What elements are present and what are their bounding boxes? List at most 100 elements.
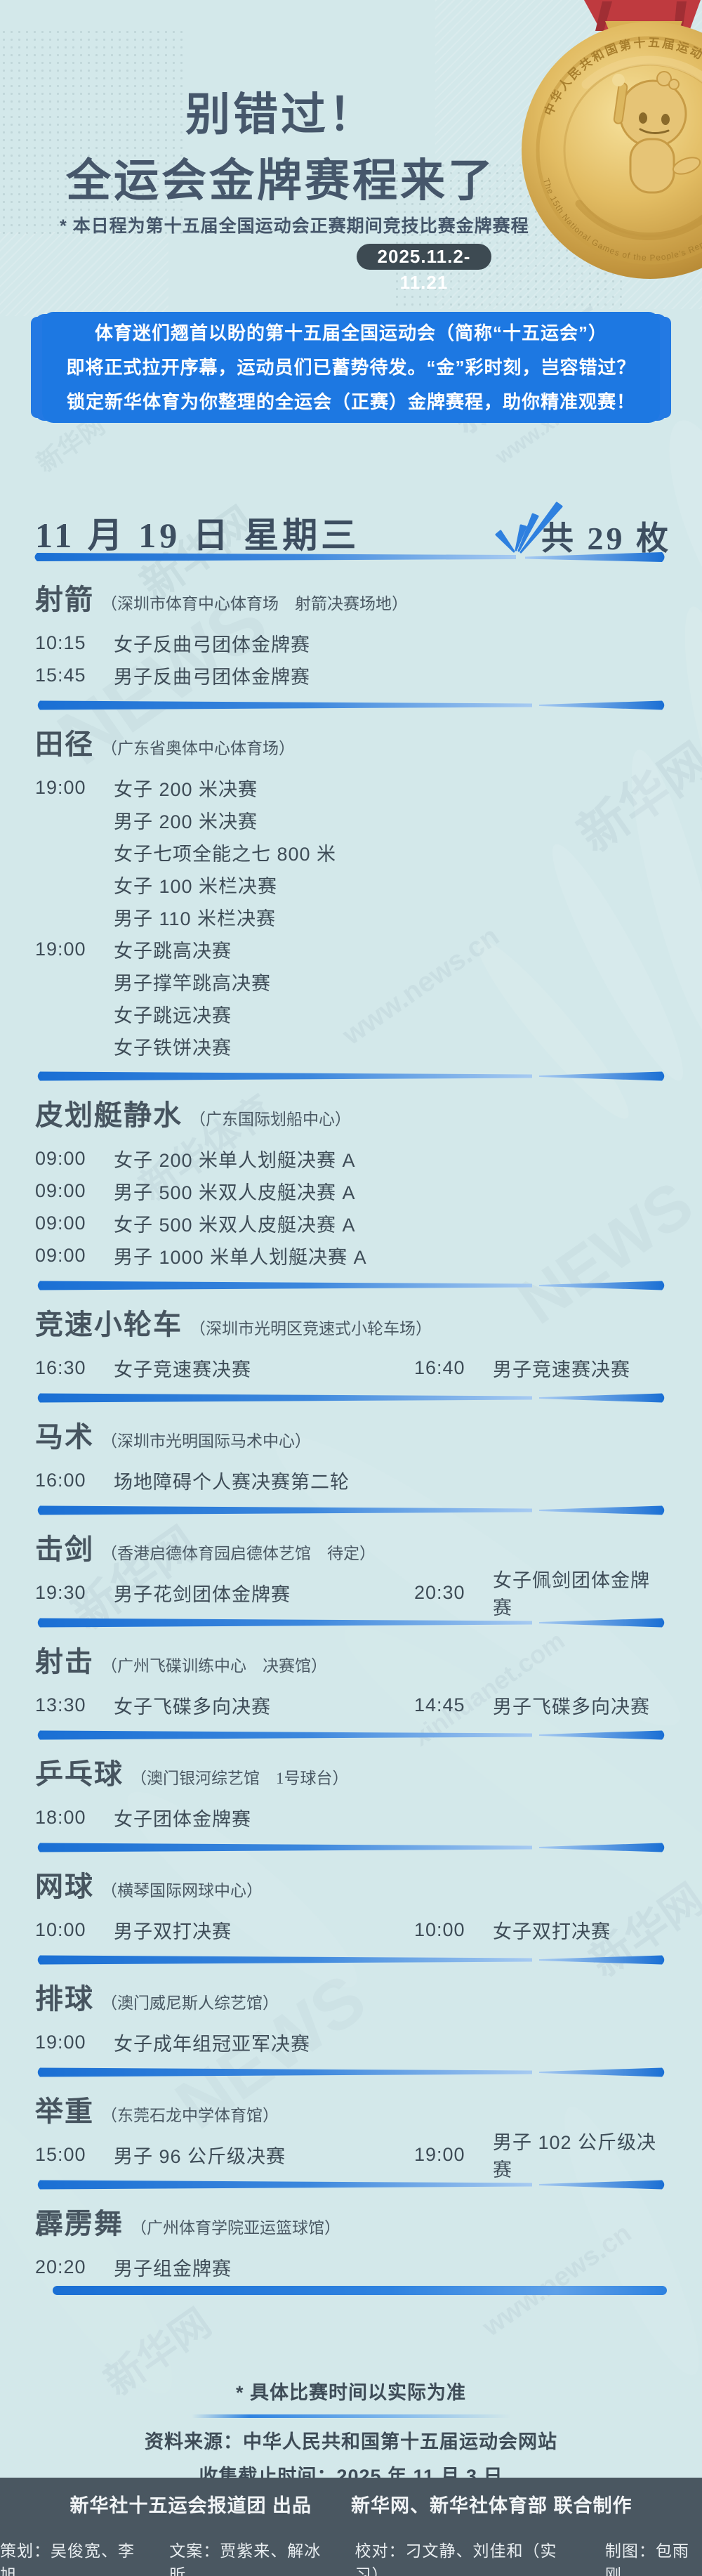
event-row: 19:30 男子花剑团体金牌赛 20:30 女子佩剑团体金牌赛 — [35, 1570, 667, 1619]
mini-divider — [191, 2414, 511, 2418]
credit-item: 策划：吴俊宽、李旭 — [0, 2542, 135, 2576]
event-cell: 男子 110 米栏决赛 — [35, 903, 414, 931]
event-rows: 19:00 女子成年组冠亚军决赛 — [35, 2026, 667, 2058]
page-title-line2: 全运会金牌赛程来了 — [66, 155, 496, 206]
sport-section: 射击 （广州飞碟训练中心 决赛馆） 13:30 女子飞碟多向决赛 14:45 男子飞碟多向… — [0, 1645, 702, 1741]
event-row: 男子撑竿跳高决赛 — [35, 965, 667, 998]
event-cell: 18:00 女子团体金牌赛 — [35, 1804, 414, 1831]
event-cell: 10:15 女子反曲弓团体金牌赛 — [35, 629, 414, 657]
sport-name: 击剑 — [35, 1534, 94, 1565]
event-name: 男子 1000 米单人划艇决赛 A — [114, 1246, 367, 1268]
event-name: 场地障碍个人赛决赛第二轮 — [114, 1471, 350, 1493]
event-name: 男子飞碟多向决赛 — [493, 1696, 650, 1718]
zigzag-pattern — [0, 232, 168, 316]
intro-line: 体育迷们翘首以盼的第十五届全国运动会（简称“十五运会”） — [94, 322, 607, 344]
event-row: 16:30 女子竞速赛决赛 16:40 男子竞速赛决赛 — [35, 1352, 667, 1384]
schedule: 射箭 （深圳市体育中心体育场 射箭决赛场地） 10:15 女子反曲弓团体金牌赛 15:4… — [0, 566, 702, 2283]
event-cell: 男子 200 米决赛 — [35, 806, 414, 834]
sport-heading: 举重 （东莞石龙中学体育馆） — [35, 2095, 667, 2129]
event-row: 女子铁饼决赛 — [35, 1030, 667, 1062]
sport-name: 竞速小轮车 — [35, 1309, 183, 1340]
event-row: 女子 100 米栏决赛 — [35, 868, 667, 901]
event-name: 女子反曲弓团体金牌赛 — [114, 634, 310, 655]
time-disclaimer: * 具体比赛时间以实际为准 — [235, 2382, 466, 2403]
sport-name: 射击 — [35, 1646, 94, 1678]
event-cell: 19:00 男子 102 公斤级决赛 — [414, 2127, 667, 2182]
event-row: 13:30 女子飞碟多向决赛 14:45 男子飞碟多向决赛 — [35, 1689, 667, 1721]
sport-section: 举重 （东莞石龙中学体育馆） 15:00 男子 96 公斤级决赛 19:00 男子 102… — [0, 2095, 702, 2190]
event-name: 男子组金牌赛 — [114, 2258, 232, 2280]
event-rows: 13:30 女子飞碟多向决赛 14:45 男子飞碟多向决赛 — [35, 1689, 667, 1721]
sport-section: 乒乓球 （澳门银河综艺馆 1号球台） 18:00 女子团体金牌赛 — [0, 1758, 702, 1853]
event-time: 19:00 — [35, 776, 86, 798]
event-name: 女子飞碟多向决赛 — [114, 1696, 271, 1718]
producer-line: 新华社十五运会报道团 出品 新华网、新华社体育部 联合制作 — [69, 2490, 632, 2518]
event-row: 09:00 女子 200 米单人划艇决赛 A — [35, 1142, 667, 1175]
event-time: 19:30 — [35, 1581, 86, 1603]
event-rows: 20:20 男子组金牌赛 — [35, 2251, 667, 2283]
sport-name: 皮划艇静水 — [35, 1099, 183, 1131]
event-name: 女子佩剑团体金牌赛 — [493, 1570, 650, 1619]
venue: （广州飞碟训练中心 决赛馆） — [101, 1657, 327, 1675]
sport-name: 网球 — [35, 1871, 94, 1902]
sport-heading: 皮划艇静水 （广东国际划船中心） — [35, 1099, 667, 1132]
event-time: 09:00 — [35, 1179, 86, 1201]
event-time: 19:00 — [35, 2031, 86, 2053]
sport-name: 射箭 — [35, 584, 94, 615]
venue: （澳门银河综艺馆 1号球台） — [131, 1770, 349, 1787]
event-name: 男子 200 米决赛 — [114, 811, 258, 832]
sport-heading: 射击 （广州飞碟训练中心 决赛馆） — [35, 1645, 667, 1679]
produced-by: 新华社十五运会报道团 出品 — [69, 2495, 312, 2516]
event-cell: 16:40 男子竞速赛决赛 — [414, 1354, 630, 1382]
event-row: 10:00 男子双打决赛 10:00 女子双打决赛 — [35, 1914, 667, 1946]
page-title: 别错过！ 全运会金牌赛程来了 — [0, 81, 562, 214]
event-cell: 09:00 男子 1000 米单人划艇决赛 A — [35, 1242, 414, 1269]
event-row: 15:00 男子 96 公斤级决赛 19:00 男子 102 公斤级决赛 — [35, 2132, 667, 2181]
sport-name: 霹雳舞 — [35, 2208, 124, 2240]
event-name: 男子反曲弓团体金牌赛 — [114, 666, 310, 688]
event-rows: 10:15 女子反曲弓团体金牌赛 15:45 男子反曲弓团体金牌赛 — [35, 627, 667, 691]
event-time: 19:00 — [35, 938, 86, 960]
sport-name: 马术 — [35, 1421, 94, 1453]
event-rows: 19:30 男子花剑团体金牌赛 20:30 女子佩剑团体金牌赛 — [35, 1570, 667, 1619]
event-row: 女子七项全能之七 800 米 — [35, 836, 667, 868]
event-cell: 女子 100 米栏决赛 — [35, 871, 414, 898]
event-cell: 女子铁饼决赛 — [35, 1033, 414, 1060]
sport-heading: 马术 （深圳市光明国际马术中心） — [35, 1420, 667, 1454]
event-cell: 19:00 女子成年组冠亚军决赛 — [35, 2029, 414, 2056]
event-name: 男子 500 米双人皮艇决赛 A — [114, 1182, 356, 1203]
venue: （东莞石龙中学体育馆） — [101, 2107, 279, 2124]
sport-section: 网球 （横琴国际网球中心） 10:00 男子双打决赛 10:00 女子双打决赛 — [0, 1870, 702, 1966]
event-cell: 13:30 女子飞碟多向决赛 — [35, 1692, 414, 1719]
section-divider — [37, 1730, 665, 1740]
event-time: 10:00 — [414, 1918, 465, 1940]
event-time: 20:30 — [414, 1581, 465, 1603]
event-row: 09:00 男子 1000 米单人划艇决赛 A — [35, 1239, 667, 1271]
event-name: 女子 200 米单人划艇决赛 A — [114, 1149, 356, 1171]
venue: （深圳市光明国际马术中心） — [101, 1432, 311, 1450]
event-rows: 09:00 女子 200 米单人划艇决赛 A 09:00 男子 500 米双人皮艇决赛… — [35, 1142, 667, 1271]
end-divider — [53, 2286, 667, 2295]
date-range-badge: 2025.11.2-11.21 — [357, 244, 491, 293]
event-name: 女子成年组冠亚军决赛 — [114, 2033, 310, 2055]
event-row: 19:00 女子 200 米决赛 — [35, 771, 667, 804]
event-time: 16:30 — [35, 1356, 86, 1378]
sport-heading: 排球 （澳门威尼斯人综艺馆） — [35, 1982, 667, 2016]
event-cell: 16:30 女子竞速赛决赛 — [35, 1354, 414, 1382]
event-name: 女子团体金牌赛 — [114, 1808, 251, 1830]
sport-name: 排球 — [35, 1983, 94, 2015]
section-divider — [37, 700, 665, 710]
sport-name: 乒乓球 — [35, 1758, 124, 1790]
event-rows: 10:00 男子双打决赛 10:00 女子双打决赛 — [35, 1914, 667, 1946]
sport-heading: 射箭 （深圳市体育中心体育场 射箭决赛场地） — [35, 583, 667, 617]
credit-item: 校对：刁文静、刘佳和（实习） — [355, 2542, 557, 2576]
venue: （广东国际划船中心） — [190, 1111, 351, 1128]
event-cell: 19:00 女子跳高决赛 — [35, 936, 414, 963]
sport-heading: 竞速小轮车 （深圳市光明区竞速式小轮车场） — [35, 1308, 667, 1342]
schedule-disclaimer: * 本日程为第十五届全国运动会正赛期间竞技比赛金牌赛程 — [60, 216, 529, 236]
event-time: 09:00 — [35, 1147, 86, 1169]
sport-section: 马术 （深圳市光明国际马术中心） 16:00 场地障碍个人赛决赛第二轮 — [0, 1420, 702, 1516]
event-time: 15:45 — [35, 664, 86, 686]
credits-line: 策划：吴俊宽、李旭 文案：贾紫来、解冰昕 校对：刁文静、刘佳和（实习） 制图：包… — [0, 2537, 702, 2576]
